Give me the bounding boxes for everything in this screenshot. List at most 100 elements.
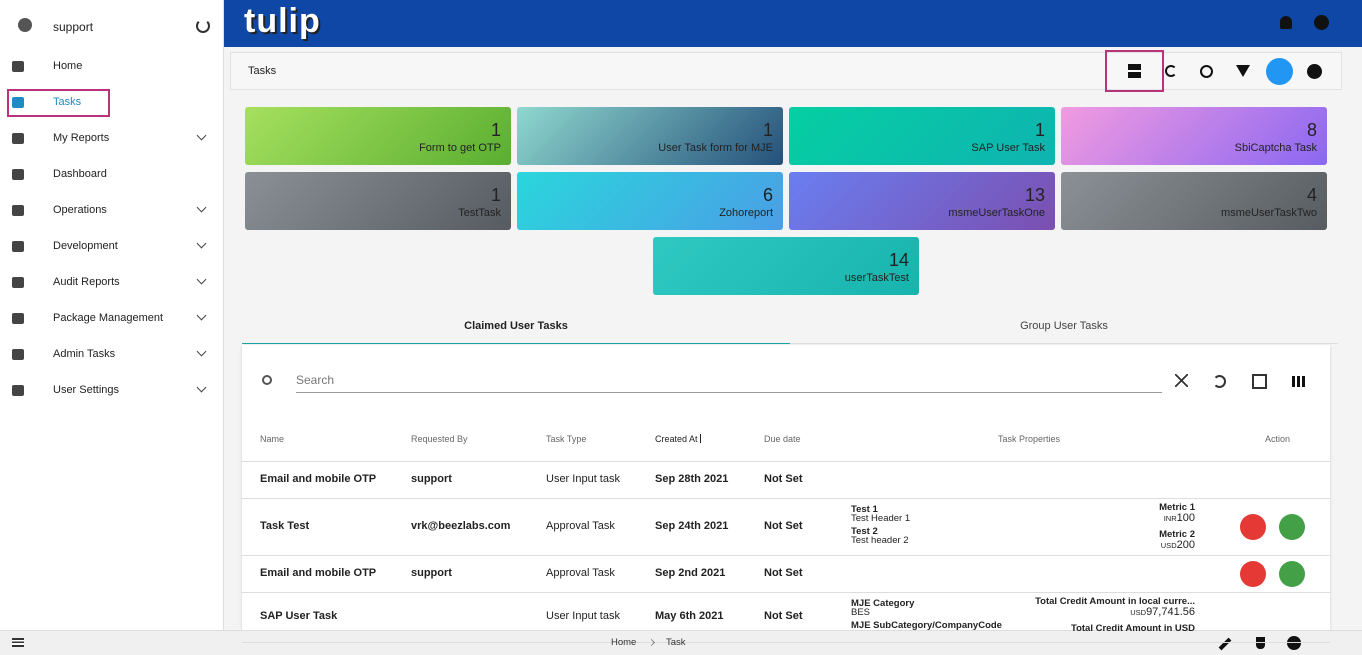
- menu-icon: [12, 241, 24, 252]
- toolbar: [230, 52, 1342, 90]
- property-value: Test header 2: [851, 535, 909, 546]
- breadcrumb[interactable]: Home: [611, 637, 637, 648]
- card-count: 1: [490, 185, 501, 205]
- reject-button[interactable]: [1240, 560, 1266, 587]
- menu-icon: [12, 385, 24, 396]
- cell: support: [411, 566, 452, 579]
- cell: Sep 24th 2021: [655, 519, 729, 532]
- cell: Sep 28th 2021: [655, 473, 729, 485]
- search-input[interactable]: Search: [296, 373, 1162, 393]
- column-header[interactable]: Due date: [764, 434, 801, 444]
- sync-off-button[interactable]: [1200, 65, 1213, 78]
- search-icon: [262, 375, 272, 385]
- menu-item[interactable]: Tasks: [53, 96, 82, 108]
- menu-button[interactable]: [12, 638, 24, 647]
- history-button[interactable]: [1307, 64, 1322, 79]
- tab[interactable]: Claimed User Tasks: [242, 315, 790, 344]
- menu-item[interactable]: Package Management: [53, 312, 164, 324]
- menu-item[interactable]: Operations: [53, 204, 107, 216]
- info-button[interactable]: [1287, 636, 1301, 650]
- currency: USD: [1130, 608, 1147, 617]
- row-divider: [242, 555, 1330, 556]
- plugin-button[interactable]: [1256, 637, 1265, 649]
- column-header[interactable]: Task Type: [546, 434, 587, 444]
- card-count: 1: [490, 120, 501, 140]
- card-label: Zohoreport: [719, 207, 773, 219]
- cell: support: [411, 473, 452, 485]
- columns-button[interactable]: [1292, 376, 1305, 387]
- task-card[interactable]: 4 msmeUserTaskTwo: [1061, 172, 1327, 230]
- currency: INR: [1163, 514, 1177, 523]
- card-label: msmeUserTaskTwo: [1221, 207, 1317, 219]
- menu-item[interactable]: Dashboard: [53, 168, 107, 180]
- menu-item[interactable]: Development: [53, 240, 118, 252]
- metric-value: USD200: [1161, 539, 1195, 551]
- task-card[interactable]: 14 userTaskTest: [653, 237, 919, 295]
- active-highlight: [7, 89, 110, 117]
- sidebar: [0, 0, 224, 630]
- card-label: userTaskTest: [844, 272, 909, 284]
- logo[interactable]: tulip: [244, 2, 321, 40]
- filter-button[interactable]: [1236, 65, 1250, 77]
- menu-icon: [12, 205, 24, 216]
- cell: Sep 2nd 2021: [655, 566, 726, 579]
- sort-arrow: [700, 434, 701, 443]
- property-name: MJE Category: [851, 598, 915, 609]
- help-button[interactable]: [1314, 15, 1329, 30]
- currency: USD: [1160, 541, 1177, 550]
- amount: 200: [1176, 539, 1195, 551]
- fit-button[interactable]: [1252, 374, 1267, 389]
- analytics-button[interactable]: [1266, 58, 1293, 85]
- clear-button[interactable]: [1175, 374, 1188, 387]
- layout-toggle-button[interactable]: [1128, 64, 1141, 78]
- metric-value: INR100: [1164, 512, 1195, 524]
- column-header[interactable]: Requested By: [411, 434, 468, 444]
- task-card[interactable]: 8 SbiCaptcha Task: [1061, 107, 1327, 165]
- cell: Approval Task: [546, 519, 615, 532]
- property-value: BES: [851, 607, 871, 618]
- task-card[interactable]: 13 msmeUserTaskOne: [789, 172, 1055, 230]
- approve-button[interactable]: [1279, 560, 1305, 587]
- card-label: msmeUserTaskOne: [948, 207, 1045, 219]
- task-card[interactable]: 1 TestTask: [245, 172, 511, 230]
- task-card[interactable]: 1 Form to get OTP: [245, 107, 511, 165]
- menu-icon: [12, 349, 24, 360]
- card-label: Form to get OTP: [419, 142, 501, 154]
- toolbar-title: Tasks: [248, 65, 277, 77]
- task-card[interactable]: 1 SAP User Task: [789, 107, 1055, 165]
- task-card[interactable]: 1 User Task form for MJE: [517, 107, 783, 165]
- card-count: 4: [1306, 185, 1317, 205]
- column-header[interactable]: Name: [260, 434, 285, 444]
- row-divider: [242, 498, 1330, 499]
- amount: 100: [1176, 512, 1195, 524]
- menu-icon: [12, 133, 24, 144]
- menu-item[interactable]: My Reports: [53, 132, 110, 144]
- task-card[interactable]: 6 Zohoreport: [517, 172, 783, 230]
- cell: Email and mobile OTP: [260, 566, 377, 579]
- menu-icon: [12, 313, 24, 324]
- property-name: Test 1: [851, 504, 878, 515]
- table-panel: [242, 345, 1330, 635]
- card-count: 13: [1024, 185, 1045, 205]
- metric-value: USD97,741.56: [1130, 606, 1195, 618]
- menu-item[interactable]: User Settings: [53, 384, 120, 396]
- menu-item[interactable]: Audit Reports: [53, 276, 120, 288]
- cell: Email and mobile OTP: [260, 473, 377, 485]
- logout-button[interactable]: [196, 19, 210, 33]
- card-count: 1: [762, 120, 773, 140]
- menu-icon: [12, 97, 24, 108]
- card-count: 1: [1034, 120, 1045, 140]
- menu-item[interactable]: Admin Tasks: [53, 348, 116, 360]
- tab[interactable]: Group User Tasks: [790, 315, 1338, 344]
- amount: 97,741.56: [1146, 606, 1195, 618]
- column-header[interactable]: Created At: [655, 434, 698, 444]
- approve-button[interactable]: [1279, 513, 1305, 540]
- card-label: SbiCaptcha Task: [1234, 142, 1317, 154]
- menu-item[interactable]: Home: [53, 60, 83, 72]
- menu-icon: [12, 61, 24, 72]
- refresh-button[interactable]: [1165, 65, 1177, 77]
- reject-button[interactable]: [1240, 513, 1266, 540]
- notifications-button[interactable]: [1280, 16, 1292, 29]
- reload-button[interactable]: [1213, 375, 1226, 388]
